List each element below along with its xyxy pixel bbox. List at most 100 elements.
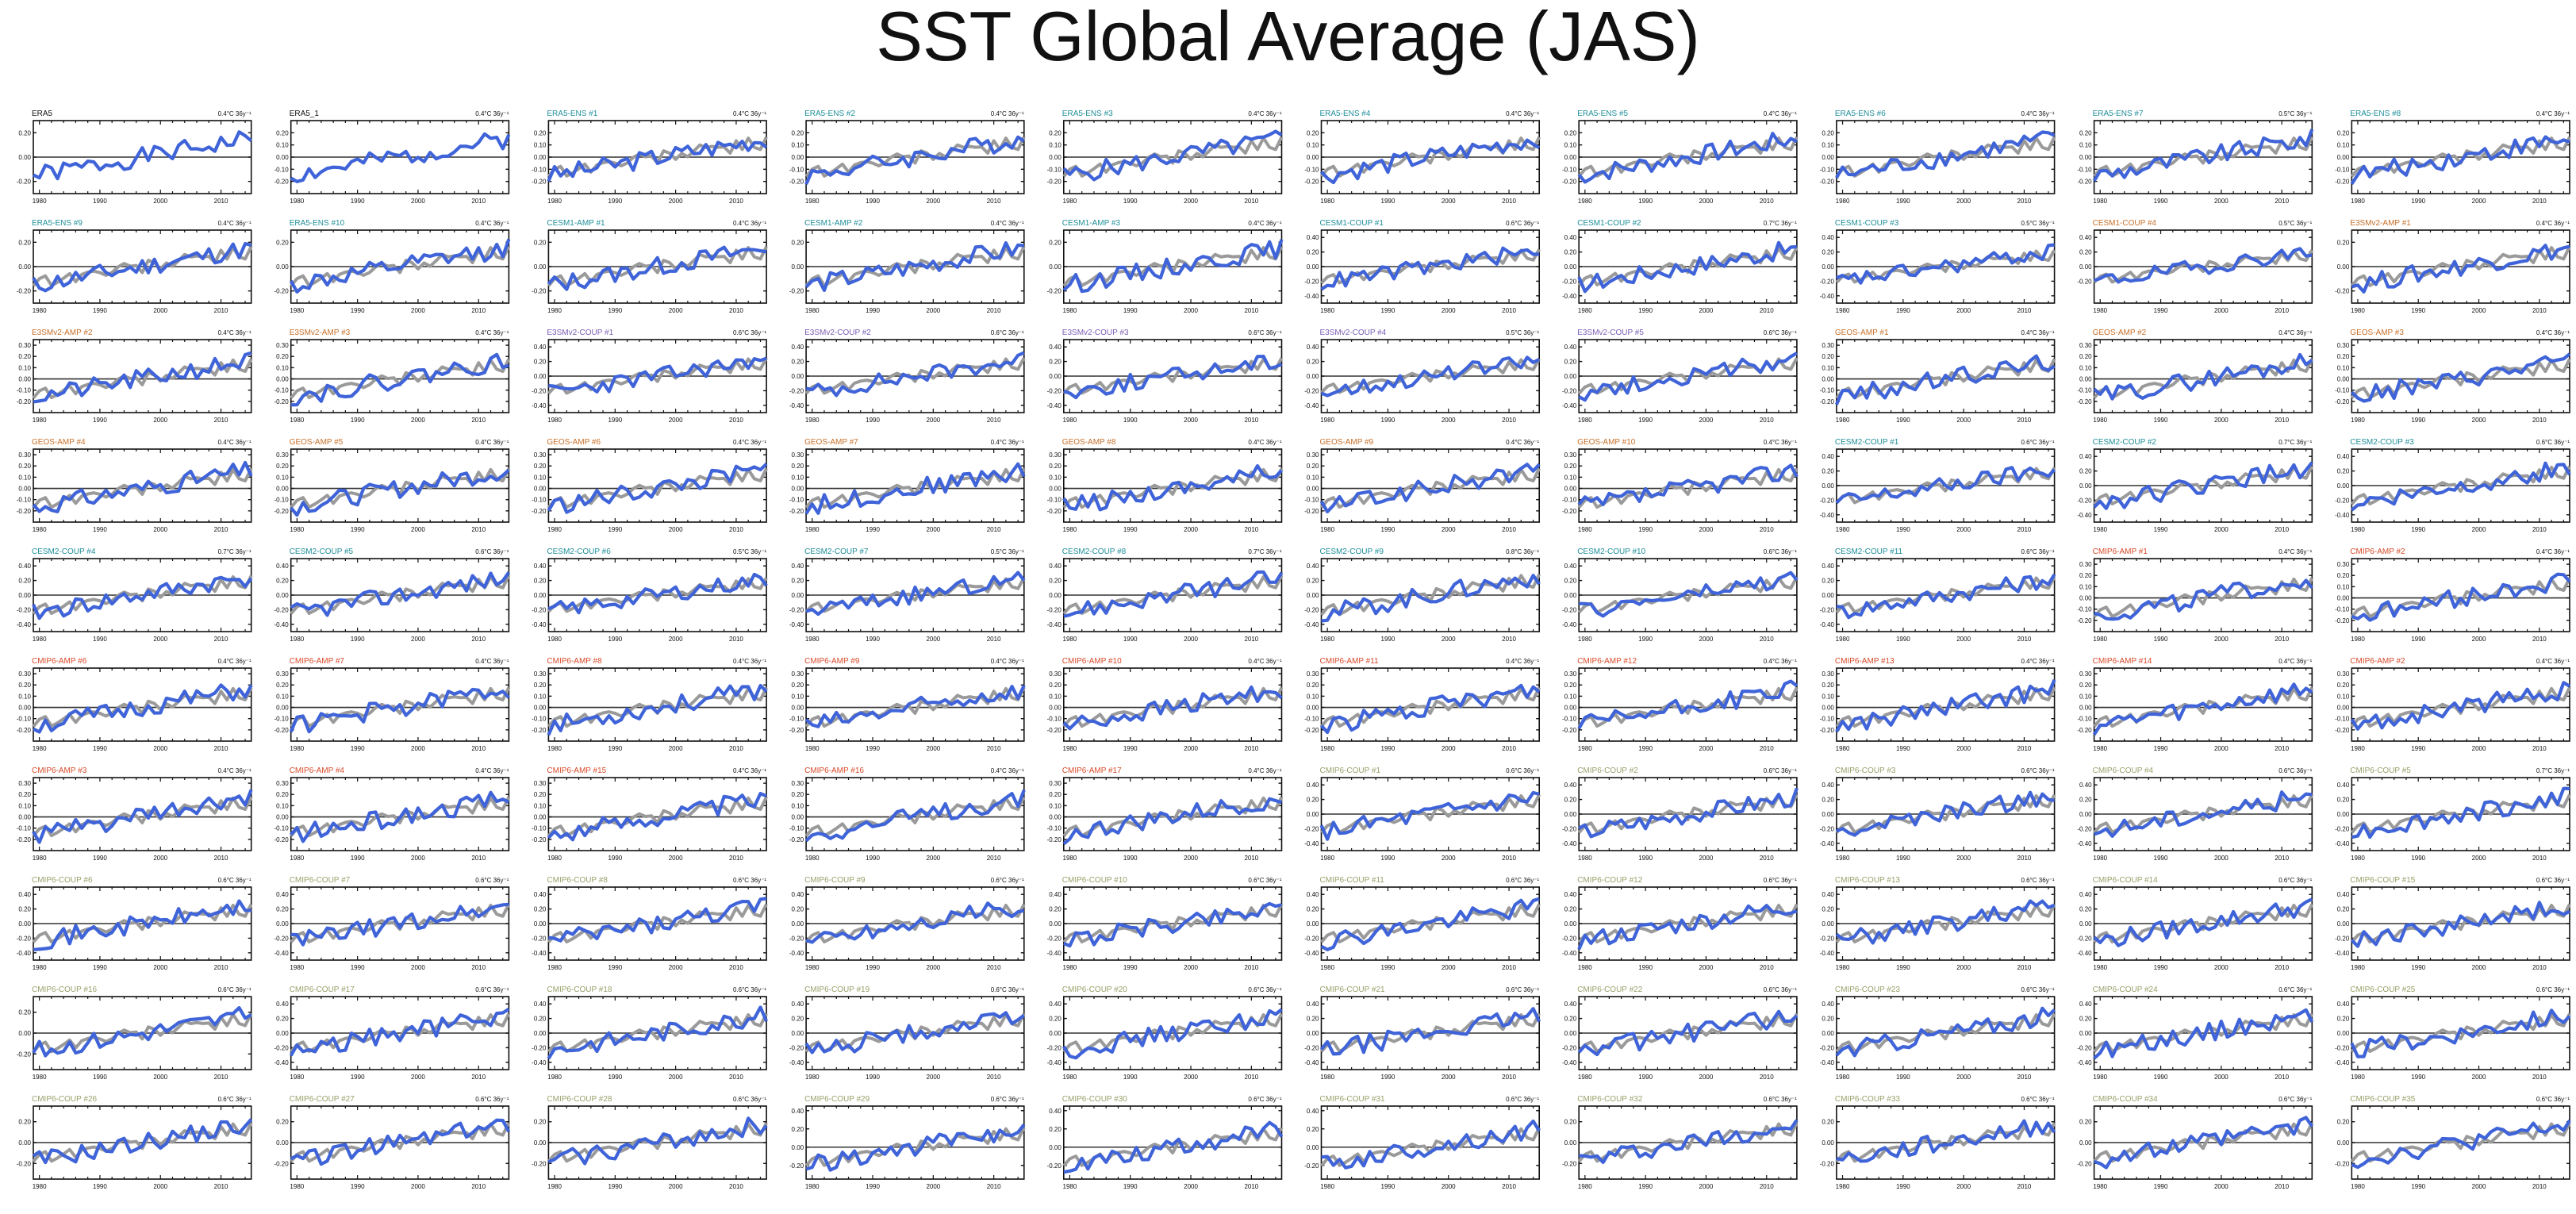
panel-trend-label: 0.7°C 36y⁻¹ (2536, 767, 2570, 774)
x-tick-label: 1990 (1638, 636, 1653, 643)
y-tick-label: -0.40 (1304, 402, 1319, 409)
x-tick-label: 1990 (1123, 307, 1138, 314)
x-tick-label: 1980 (1578, 307, 1592, 314)
y-tick-label: 0.00 (792, 263, 804, 271)
panel-32: 0.30 0.20 0.10 0.00 -0.10 -0.20 1980 1990 2000 20… (274, 438, 511, 533)
x-tick-label: 1990 (1123, 855, 1138, 862)
y-tick-label: -0.10 (274, 497, 289, 504)
y-tick-label: 0.00 (1049, 154, 1061, 161)
x-tick-label: 2000 (926, 526, 940, 533)
panel-19: 0.40 0.20 0.00 -0.20 1980 1990 2000 2010 CESM1-C… (2077, 219, 2314, 314)
x-tick-label: 2010 (729, 198, 743, 205)
y-tick-label: 0.10 (792, 802, 804, 809)
y-tick-label: 0.40 (1564, 891, 1577, 898)
x-tick-label: 1990 (1123, 526, 1138, 533)
panel-frame (1063, 448, 1283, 523)
model-series-line (1578, 787, 1799, 839)
model-series-line (547, 245, 767, 291)
y-tick-label: 0.20 (1307, 463, 1319, 470)
panel-title: CMIP6-AMP #2 (2350, 547, 2405, 556)
y-tick-label: -0.10 (532, 825, 547, 832)
model-series-line (1579, 571, 1799, 618)
panel-trend-label: 0.4°C 36y⁻¹ (991, 767, 1024, 774)
panel-trend-label: 0.4°C 36y⁻¹ (218, 110, 251, 117)
panel-title: CMIP6-COUP #7 (290, 876, 351, 885)
x-tick-label: 1980 (1836, 198, 1850, 205)
y-tick-label: 0.40 (1049, 891, 1061, 898)
x-tick-label: 2000 (411, 417, 425, 424)
x-tick-label: 1990 (1381, 855, 1395, 862)
y-tick-label: 0.00 (1564, 920, 1577, 928)
y-tick-label: -0.10 (2335, 716, 2350, 723)
panel-title: E3SMv2-AMP #3 (290, 328, 351, 337)
panel-frame (1320, 448, 1541, 523)
panel-title: ERA5-ENS #8 (2350, 109, 2401, 118)
x-tick-label: 2010 (1244, 745, 1258, 752)
y-tick-label: -0.20 (2077, 825, 2092, 832)
panel-title: GEOS-AMP #4 (32, 438, 86, 447)
panel-title: CMIP6-AMP #13 (1835, 657, 1895, 666)
panel-23: 0.40 0.20 0.00 -0.20 -0.40 1980 1990 2000 2010 E3… (532, 328, 768, 424)
y-tick-label: 0.00 (1564, 705, 1577, 712)
y-tick-label: -0.20 (1304, 179, 1319, 186)
x-tick-label: 1980 (33, 526, 47, 533)
obs-series-line (290, 574, 511, 615)
x-tick-label: 1990 (351, 636, 365, 643)
x-tick-label: 2000 (1184, 417, 1198, 424)
y-tick-label: 0.40 (792, 891, 804, 898)
y-tick-label: 0.40 (792, 563, 804, 570)
y-tick-label: 0.00 (2337, 482, 2350, 490)
x-tick-label: 1990 (1381, 745, 1395, 752)
model-series-line (804, 789, 1026, 843)
x-tick-label: 1980 (1578, 417, 1592, 424)
x-tick-label: 1980 (290, 417, 304, 424)
panel-11: 0.20 0.00 -0.20 1980 1990 2000 2010 ERA5-ENS #9… (17, 219, 253, 314)
panel-title: CMIP6-COUP #9 (804, 876, 866, 885)
panel-title: CESM1-COUP #3 (1835, 219, 1899, 228)
y-tick-label: 0.20 (276, 578, 289, 585)
panel-14: 0.20 0.00 -0.20 1980 1990 2000 2010 CESM1-AMP #… (789, 219, 1026, 314)
panel-trend-label: 0.4°C 36y⁻¹ (1248, 658, 1281, 665)
model-series-line (1835, 130, 2056, 179)
x-tick-label: 1980 (290, 745, 304, 752)
x-tick-label: 2010 (987, 745, 1001, 752)
x-tick-label: 2000 (1956, 636, 1971, 643)
model-series-line (1062, 685, 1283, 731)
y-tick-label: 0.00 (1564, 154, 1577, 161)
panel-trend-label: 0.4°C 36y⁻¹ (1248, 439, 1281, 446)
x-tick-label: 1980 (805, 198, 820, 205)
panel-title: E3SMv2-COUP #1 (547, 328, 613, 337)
panel-29: 0.30 0.20 0.10 0.00 -0.10 -0.20 1980 1990 2000 20… (2077, 328, 2314, 424)
y-tick-label: -0.20 (1304, 387, 1319, 394)
x-tick-label: 2010 (2275, 526, 2289, 533)
y-tick-label: 0.20 (276, 463, 289, 470)
y-tick-label: 0.20 (534, 239, 547, 246)
y-tick-label: 0.30 (18, 451, 31, 459)
obs-series-line (804, 686, 1026, 728)
panel-59: 0.30 0.20 0.10 0.00 -0.10 -0.20 1980 1990 2000 20… (2077, 657, 2314, 752)
x-tick-label: 1980 (1836, 526, 1850, 533)
x-tick-label: 2000 (1956, 417, 1971, 424)
y-tick-label: -0.20 (274, 508, 289, 515)
y-tick-label: 0.20 (792, 359, 804, 366)
y-tick-label: 0.40 (276, 563, 289, 570)
obs-series-line (1577, 686, 1799, 728)
y-tick-label: -0.20 (1820, 497, 1835, 504)
y-tick-label: -0.40 (1562, 621, 1577, 628)
model-series-line (32, 789, 253, 844)
panel-trend-label: 0.6°C 36y⁻¹ (1506, 877, 1539, 884)
y-tick-label: 0.00 (534, 920, 547, 928)
x-tick-label: 1990 (1381, 307, 1395, 314)
x-tick-label: 1990 (608, 307, 622, 314)
y-tick-label: -0.20 (789, 387, 804, 394)
y-tick-label: 0.00 (1822, 920, 1834, 928)
y-tick-label: 0.10 (18, 802, 31, 809)
panel-31: 0.30 0.20 0.10 0.00 -0.10 -0.20 1980 1990 2000 20… (17, 438, 253, 533)
model-series-line (33, 899, 251, 951)
y-tick-label: 0.40 (2337, 891, 2350, 898)
x-tick-label: 1990 (93, 198, 107, 205)
model-series-line (804, 241, 1025, 293)
y-tick-label: 0.40 (2079, 782, 2092, 789)
y-tick-label: -0.10 (274, 387, 289, 394)
y-tick-label: 0.00 (1049, 920, 1061, 928)
